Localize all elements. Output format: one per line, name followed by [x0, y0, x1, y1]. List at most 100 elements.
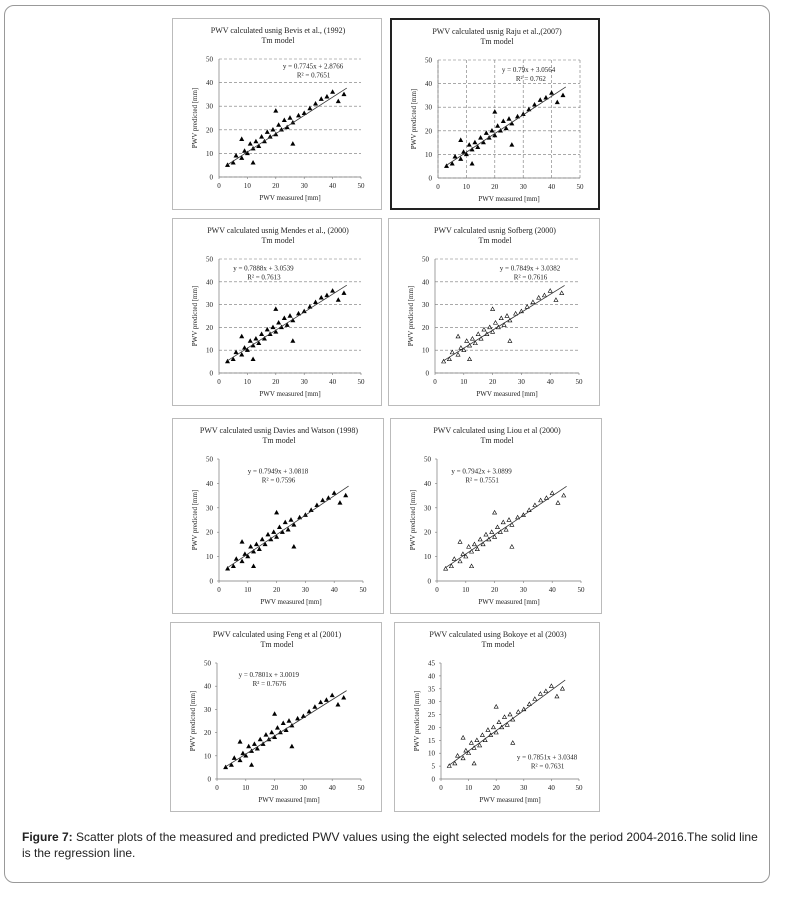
data-point: [506, 517, 512, 522]
data-point: [526, 701, 532, 706]
data-point: [504, 722, 510, 727]
data-point: [483, 531, 489, 537]
data-point: [239, 155, 245, 160]
data-point: [549, 490, 555, 495]
data-point: [509, 142, 515, 147]
data-point: [273, 108, 279, 113]
data-point: [548, 683, 554, 688]
chart-subtitle: Tm model: [260, 640, 294, 649]
x-axis-label: PWV measured [mm]: [476, 390, 537, 398]
x-tick-label: 0: [436, 183, 440, 191]
data-point: [463, 151, 469, 157]
data-point: [254, 746, 260, 751]
annotation: y = 0.79x + 3.0564: [502, 66, 556, 74]
data-point: [269, 729, 275, 735]
x-tick-label: 30: [520, 586, 528, 594]
x-tick-label: 50: [358, 378, 366, 386]
data-point: [289, 743, 295, 749]
x-tick-label: 0: [217, 586, 221, 594]
data-point: [263, 732, 269, 737]
data-point: [547, 288, 553, 293]
annotation: y = 0.7942x + 3.0899: [451, 468, 512, 476]
caption-text: Scatter plots of the measured and predic…: [22, 830, 758, 860]
data-point: [276, 320, 282, 325]
data-point: [276, 122, 282, 127]
x-tick-label: 20: [273, 586, 281, 594]
data-point: [480, 541, 486, 547]
y-tick-label: 20: [206, 529, 214, 537]
data-point: [264, 129, 270, 134]
x-tick-label: 10: [244, 182, 252, 190]
annotation: y = 0.7801x + 3.0019: [239, 671, 300, 679]
data-point: [469, 563, 475, 569]
y-tick-label: 50: [206, 56, 214, 64]
x-axis-label: PWV measured [mm]: [260, 598, 321, 606]
data-point: [452, 153, 458, 159]
y-tick-label: 40: [204, 683, 212, 691]
data-point: [230, 563, 236, 569]
y-tick-label: 0: [208, 776, 212, 784]
y-tick-label: 30: [206, 301, 214, 309]
y-tick-label: 40: [206, 79, 214, 87]
data-point: [444, 163, 450, 168]
y-tick-label: 50: [425, 57, 433, 65]
data-point: [449, 161, 455, 166]
y-tick-label: 30: [425, 104, 433, 112]
x-tick-label: 20: [272, 182, 280, 190]
chart-title: PWV calculated usnig Mendes et al., (200…: [207, 226, 349, 235]
data-point: [330, 288, 336, 293]
data-point: [489, 529, 495, 534]
data-point: [239, 558, 245, 564]
data-point: [287, 115, 293, 120]
data-point: [237, 757, 243, 763]
regression-line: [443, 285, 565, 362]
data-point: [496, 719, 502, 724]
data-point: [515, 709, 521, 714]
data-point: [492, 320, 498, 325]
data-point: [471, 541, 477, 547]
data-point: [225, 162, 231, 167]
data-point: [532, 696, 538, 701]
data-point: [504, 313, 510, 318]
data-point: [306, 708, 312, 714]
y-tick-label: 20: [206, 126, 214, 134]
regression-line: [227, 284, 348, 362]
data-point: [314, 502, 320, 508]
y-tick-label: 45: [428, 660, 436, 668]
data-point: [223, 764, 229, 770]
y-tick-label: 40: [206, 480, 214, 488]
data-point: [343, 492, 349, 498]
data-point: [501, 714, 507, 719]
data-point: [449, 349, 455, 355]
y-tick-label: 35: [428, 685, 436, 693]
data-point: [265, 531, 271, 537]
x-tick-label: 40: [547, 378, 555, 386]
data-point: [274, 725, 280, 730]
data-point: [237, 739, 243, 744]
x-tick-label: 20: [493, 784, 501, 792]
data-point: [312, 704, 318, 709]
data-point: [239, 351, 245, 357]
data-point: [481, 326, 487, 332]
data-point: [230, 356, 236, 362]
y-tick-label: 20: [204, 729, 212, 737]
data-point: [472, 139, 478, 145]
data-point: [230, 160, 236, 165]
data-point: [518, 308, 524, 314]
data-point: [555, 500, 561, 505]
data-point: [331, 490, 337, 495]
x-axis-label: PWV measured [mm]: [258, 796, 319, 804]
y-tick-label: 25: [428, 711, 436, 719]
data-point: [466, 750, 472, 755]
data-point: [463, 747, 469, 753]
x-tick-label: 10: [242, 784, 250, 792]
data-point: [240, 750, 246, 756]
data-point: [233, 349, 239, 355]
data-point: [272, 711, 278, 716]
data-point: [296, 310, 302, 316]
data-point: [477, 742, 483, 748]
data-point: [463, 553, 469, 559]
data-point: [500, 519, 506, 525]
x-tick-label: 40: [548, 183, 556, 191]
data-point: [318, 699, 324, 705]
